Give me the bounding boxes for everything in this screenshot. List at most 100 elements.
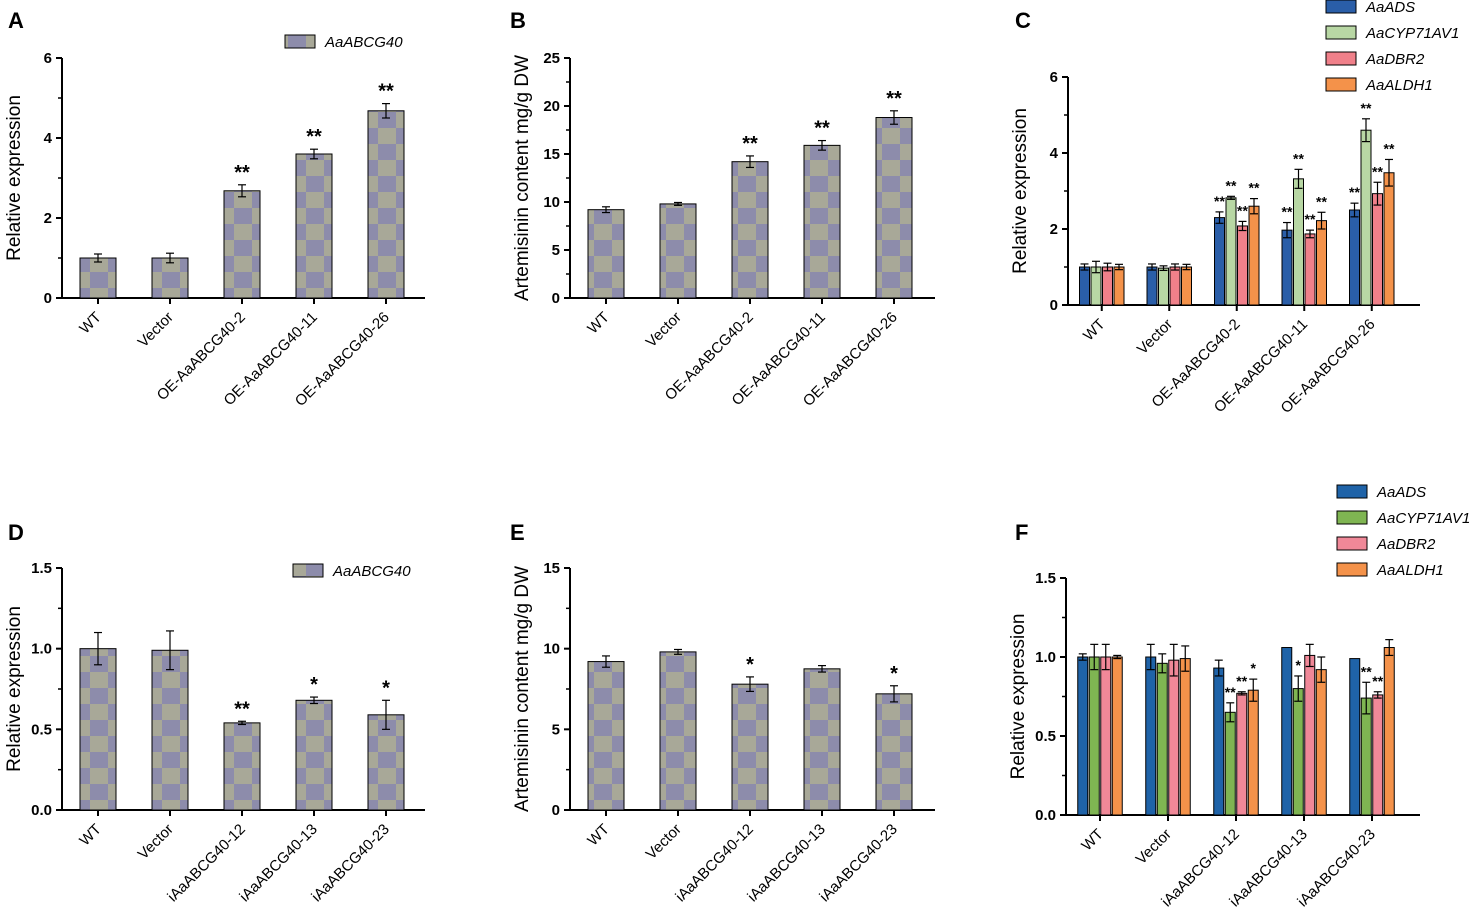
y-tick-label: 1.5 bbox=[1035, 570, 1056, 587]
legend-swatch bbox=[1325, 77, 1357, 92]
legend-swatch bbox=[1336, 510, 1368, 525]
significance-label: ** bbox=[814, 118, 830, 140]
bar bbox=[295, 153, 333, 299]
x-tick-label: WT bbox=[1078, 826, 1107, 855]
x-tick-label: iAaABCG40-23 bbox=[308, 821, 393, 906]
significance-label: ** bbox=[1214, 193, 1225, 209]
significance-label: ** bbox=[1293, 150, 1304, 166]
bar bbox=[731, 161, 769, 299]
x-tick-label: WT bbox=[76, 821, 105, 850]
bar bbox=[1316, 220, 1327, 306]
legend-label: AaALDH1 bbox=[1365, 77, 1433, 94]
significance-label: ** bbox=[1237, 202, 1248, 218]
y-axis-label: Relative expression bbox=[4, 606, 25, 772]
legend-label: AaADS bbox=[1365, 0, 1415, 16]
legend-swatch bbox=[1336, 536, 1368, 551]
y-tick-label: 1.5 bbox=[31, 560, 52, 577]
panel-label: B bbox=[510, 8, 526, 33]
significance-label: * bbox=[382, 677, 390, 699]
y-tick-label: 15 bbox=[543, 560, 560, 577]
y-tick-label: 1.0 bbox=[1035, 649, 1056, 666]
significance-label: ** bbox=[234, 162, 250, 184]
y-tick-label: 2 bbox=[1050, 221, 1058, 238]
y-tick-label: 0.5 bbox=[1035, 728, 1056, 745]
x-tick-label: Vector bbox=[1134, 316, 1176, 358]
significance-label: ** bbox=[1361, 100, 1372, 116]
bar bbox=[1360, 697, 1372, 816]
bar bbox=[875, 117, 913, 299]
bar bbox=[1349, 209, 1360, 306]
bar bbox=[1248, 205, 1260, 306]
bar bbox=[1304, 654, 1316, 816]
bar bbox=[803, 668, 841, 811]
legend-label: AaDBR2 bbox=[1365, 51, 1425, 68]
significance-label: ** bbox=[1372, 163, 1383, 179]
bar bbox=[1224, 711, 1236, 816]
bar bbox=[295, 699, 333, 811]
bar bbox=[79, 257, 117, 299]
bar bbox=[1181, 266, 1192, 306]
y-tick-label: 10 bbox=[543, 194, 560, 211]
bar bbox=[1111, 656, 1123, 816]
bar bbox=[1247, 689, 1259, 816]
significance-label: ** bbox=[1384, 140, 1395, 156]
significance-label: ** bbox=[1305, 211, 1316, 227]
bar bbox=[1372, 193, 1383, 306]
bar bbox=[1158, 267, 1169, 306]
x-tick-label: WT bbox=[584, 309, 613, 338]
y-tick-label: 20 bbox=[543, 98, 560, 115]
legend-swatch bbox=[1336, 484, 1368, 499]
y-tick-label: 0.0 bbox=[31, 802, 52, 819]
y-axis-label: Artemisinin content mg/g DW bbox=[512, 55, 533, 301]
bar bbox=[1213, 667, 1225, 816]
y-tick-label: 0 bbox=[1050, 297, 1058, 314]
bar bbox=[1168, 659, 1180, 816]
legend-label: AaCYP71AV1 bbox=[1376, 510, 1470, 527]
y-tick-label: 6 bbox=[44, 50, 52, 67]
y-tick-label: 5 bbox=[552, 242, 560, 259]
bar bbox=[1304, 233, 1316, 306]
y-axis-label: Relative expression bbox=[1010, 108, 1031, 274]
legend-label: AaABCG40 bbox=[324, 34, 403, 51]
panel-label: C bbox=[1015, 8, 1031, 33]
bar bbox=[1169, 266, 1181, 306]
y-tick-label: 0.5 bbox=[31, 721, 52, 738]
bar bbox=[875, 693, 913, 811]
panel-label: A bbox=[8, 8, 24, 33]
x-tick-label: Vector bbox=[643, 309, 685, 351]
y-tick-label: 0.0 bbox=[1035, 807, 1056, 824]
bar bbox=[1281, 229, 1293, 306]
y-tick-label: 6 bbox=[1050, 69, 1058, 86]
x-tick-label: Vector bbox=[643, 821, 685, 863]
bar bbox=[1281, 647, 1293, 816]
y-tick-label: 0 bbox=[44, 290, 52, 307]
bar bbox=[1113, 266, 1125, 306]
y-tick-label: 5 bbox=[552, 721, 560, 738]
significance-label: ** bbox=[1236, 673, 1247, 689]
bar bbox=[659, 203, 697, 299]
bar bbox=[659, 651, 697, 811]
bar bbox=[1100, 656, 1112, 816]
bar bbox=[1383, 647, 1395, 816]
panel-label: E bbox=[510, 520, 525, 545]
x-tick-label: WT bbox=[584, 821, 613, 850]
bar bbox=[223, 722, 261, 811]
bar bbox=[1237, 225, 1248, 306]
legend-swatch bbox=[1325, 0, 1357, 14]
bar bbox=[1293, 178, 1304, 306]
bar bbox=[587, 661, 625, 811]
significance-label: * bbox=[890, 663, 898, 685]
y-axis-label: Artemisinin content mg/g DW bbox=[512, 566, 533, 812]
bar bbox=[1088, 656, 1100, 816]
bar bbox=[1156, 662, 1168, 816]
bar bbox=[1214, 217, 1225, 306]
legend-label: AaADS bbox=[1376, 484, 1426, 501]
y-tick-label: 4 bbox=[44, 130, 53, 147]
significance-label: * bbox=[310, 674, 318, 696]
significance-label: ** bbox=[1226, 177, 1237, 193]
significance-label: ** bbox=[306, 126, 322, 148]
bar bbox=[1315, 669, 1327, 816]
bar bbox=[1102, 266, 1113, 306]
